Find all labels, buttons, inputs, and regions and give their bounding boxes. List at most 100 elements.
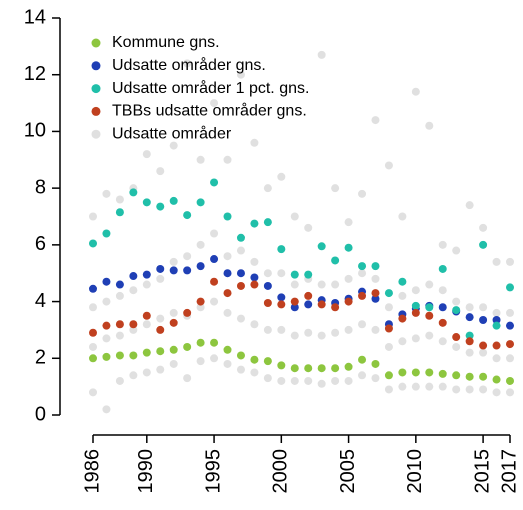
point: [358, 371, 367, 380]
point: [250, 280, 259, 289]
point: [129, 351, 138, 360]
point: [398, 382, 407, 391]
point: [277, 293, 286, 302]
point: [250, 273, 259, 282]
point: [156, 274, 165, 283]
point: [102, 321, 111, 330]
point: [479, 303, 488, 312]
point: [183, 266, 192, 275]
point: [115, 351, 124, 360]
point: [102, 189, 111, 198]
point: [129, 188, 138, 197]
point: [371, 262, 380, 271]
point: [344, 274, 353, 283]
point: [506, 308, 514, 317]
point: [344, 243, 353, 252]
point: [492, 316, 501, 325]
point: [506, 340, 514, 349]
point: [236, 269, 245, 278]
point: [479, 341, 488, 350]
point: [263, 357, 272, 366]
point: [398, 212, 407, 221]
point: [304, 270, 313, 279]
point: [371, 289, 380, 298]
point: [425, 303, 434, 312]
point: [411, 301, 420, 310]
point: [425, 382, 434, 391]
point: [115, 195, 124, 204]
point: [183, 252, 192, 261]
point: [250, 355, 259, 364]
point: [277, 245, 286, 254]
x-tick-label: 2017: [498, 449, 520, 494]
y-tick-label: 6: [35, 233, 46, 255]
point: [425, 311, 434, 320]
y-tick-label: 2: [35, 347, 46, 369]
point: [250, 257, 259, 266]
point: [89, 388, 97, 397]
point: [506, 376, 514, 385]
point: [142, 348, 151, 357]
point: [465, 372, 474, 381]
point: [196, 155, 205, 164]
point: [210, 354, 219, 363]
point: [236, 365, 245, 374]
point: [371, 274, 380, 283]
point: [250, 219, 259, 228]
point: [89, 328, 97, 337]
point: [304, 364, 313, 373]
point: [452, 333, 461, 342]
point: [129, 371, 138, 380]
point: [102, 277, 111, 286]
point: [223, 252, 232, 261]
point: [290, 303, 299, 312]
point: [384, 289, 393, 298]
point: [452, 342, 461, 351]
point: [223, 308, 232, 317]
point: [196, 297, 205, 306]
point: [89, 303, 97, 312]
point: [142, 150, 151, 159]
point: [358, 320, 367, 329]
point: [398, 337, 407, 346]
point: [263, 298, 272, 307]
point: [156, 167, 165, 176]
point: [277, 376, 286, 385]
point: [411, 286, 420, 295]
point: [411, 87, 420, 96]
point: [492, 354, 501, 363]
legend-marker: [91, 106, 101, 116]
y-tick-label: 10: [24, 120, 46, 142]
point: [452, 297, 461, 306]
point: [317, 242, 326, 251]
point: [465, 201, 474, 210]
point: [236, 70, 245, 79]
point: [196, 303, 205, 312]
point: [438, 318, 447, 327]
point: [277, 172, 286, 181]
y-tick-label: 14: [24, 6, 46, 28]
point: [331, 303, 340, 312]
point: [89, 354, 97, 363]
point: [277, 300, 286, 309]
point: [210, 229, 219, 238]
point: [331, 256, 340, 265]
point: [210, 255, 219, 264]
point: [492, 388, 501, 397]
point: [438, 303, 447, 312]
x-tick-label: 2005: [337, 449, 359, 494]
point: [210, 178, 219, 187]
point: [344, 218, 353, 227]
point: [183, 374, 192, 383]
point: [129, 272, 138, 281]
point: [290, 364, 299, 373]
point: [344, 325, 353, 334]
x-tick-label: 1995: [202, 449, 224, 494]
point: [196, 198, 205, 207]
point: [344, 376, 353, 385]
point: [277, 325, 286, 334]
point: [411, 368, 420, 377]
point: [317, 300, 326, 309]
point: [438, 337, 447, 346]
point: [277, 269, 286, 278]
